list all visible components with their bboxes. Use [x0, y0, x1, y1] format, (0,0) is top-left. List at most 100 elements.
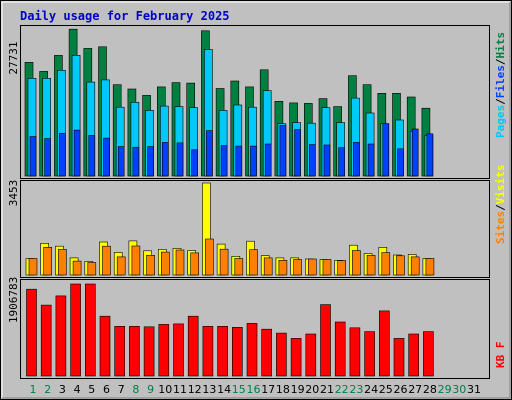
x-tick-label-31: 31 — [467, 383, 481, 396]
x-tick-label-29: 29 — [438, 383, 452, 396]
bar-sites-day-10 — [161, 251, 170, 276]
legend-hits: Hits — [494, 32, 507, 59]
bar-kbytes-day-3 — [55, 295, 67, 377]
legend-pages: Pages — [494, 105, 507, 138]
bar-pages-day-25 — [382, 123, 390, 177]
chart-title: Daily usage for February 2025 — [20, 9, 230, 23]
bar-pages-day-3 — [59, 133, 66, 177]
bar-kbytes-day-10 — [158, 324, 170, 377]
x-tick-label-6: 6 — [103, 383, 110, 396]
x-tick-label-9: 9 — [147, 383, 154, 396]
bar-kbytes-day-9 — [143, 326, 155, 377]
legend-kbytes: KB F — [494, 342, 507, 369]
x-tick-label-10: 10 — [158, 383, 172, 396]
bar-pages-day-11 — [176, 142, 184, 177]
bar-pages-day-21 — [323, 144, 331, 177]
bar-sites-day-12 — [190, 252, 199, 276]
bar-sites-day-11 — [175, 249, 185, 276]
y-max-label-visits: 3453 — [7, 180, 20, 207]
bar-sites-day-2 — [43, 247, 53, 276]
bar-sites-day-28 — [425, 258, 435, 276]
bar-kbytes-day-20 — [305, 333, 317, 377]
bar-pages-day-1 — [29, 136, 37, 177]
bar-sites-day-9 — [146, 255, 155, 276]
bar-kbytes-day-11 — [173, 323, 184, 377]
bar-kbytes-day-25 — [378, 310, 390, 377]
x-tick-label-11: 11 — [173, 383, 187, 396]
bar-kbytes-day-24 — [364, 331, 375, 377]
bar-pages-day-8 — [132, 146, 140, 177]
bar-pages-day-9 — [147, 146, 154, 177]
bar-kbytes-day-2 — [40, 304, 52, 377]
bar-pages-day-6 — [103, 137, 110, 177]
bar-pages-day-16 — [250, 145, 257, 177]
bar-sites-day-25 — [381, 252, 391, 276]
bars-layer — [24, 28, 435, 377]
bar-pages-day-10 — [162, 142, 169, 177]
bar-kbytes-day-23 — [349, 327, 361, 377]
bar-kbytes-day-13 — [202, 325, 214, 377]
x-tick-label-5: 5 — [88, 383, 95, 396]
bar-sites-day-26 — [396, 255, 405, 276]
bar-sites-day-3 — [58, 249, 67, 276]
x-tick-label-1: 1 — [30, 383, 37, 396]
legend-hits-files-pages: Pages/Files/Hits — [494, 32, 507, 138]
bar-kbytes-day-28 — [423, 331, 434, 377]
x-tick-label-26: 26 — [394, 383, 408, 396]
bar-kbytes-day-12 — [187, 315, 199, 377]
bar-pages-day-18 — [279, 125, 287, 177]
y-max-label-kbytes: 1906783 — [7, 277, 20, 323]
bar-kbytes-day-18 — [276, 332, 287, 377]
bar-kbytes-day-17 — [261, 328, 273, 377]
bar-pages-day-19 — [294, 129, 301, 177]
x-tick-label-17: 17 — [261, 383, 275, 396]
bar-kbytes-day-26 — [393, 338, 405, 377]
bar-pages-day-22 — [338, 147, 346, 177]
bar-sites-day-1 — [28, 258, 38, 276]
bar-pages-day-4 — [73, 129, 81, 177]
bar-pages-day-27 — [411, 128, 419, 177]
bar-sites-day-23 — [352, 250, 361, 276]
bar-kbytes-day-27 — [408, 333, 420, 377]
x-tick-label-16: 16 — [247, 383, 261, 396]
bar-pages-day-28 — [426, 133, 434, 177]
x-tick-label-23: 23 — [349, 383, 363, 396]
bar-pages-day-23 — [353, 142, 360, 177]
bar-kbytes-day-22 — [334, 321, 346, 377]
bar-kbytes-day-15 — [232, 326, 243, 377]
bar-sites-day-7 — [116, 256, 126, 276]
bar-kbytes-day-21 — [320, 304, 331, 377]
bar-sites-day-5 — [87, 262, 97, 276]
x-tick-label-7: 7 — [118, 383, 125, 396]
bar-kbytes-day-19 — [290, 338, 302, 377]
bar-kbytes-day-7 — [114, 325, 125, 377]
y-max-label-hits: 27731 — [7, 41, 20, 74]
x-tick-label-15: 15 — [232, 383, 246, 396]
bar-sites-day-8 — [131, 245, 141, 276]
x-tick-label-8: 8 — [132, 383, 139, 396]
bar-pages-day-14 — [220, 145, 228, 177]
bar-sites-day-17 — [263, 257, 273, 276]
x-tick-label-24: 24 — [364, 383, 378, 396]
x-tick-label-28: 28 — [423, 383, 437, 396]
bar-pages-day-13 — [206, 130, 213, 177]
bar-kbytes-day-16 — [246, 323, 258, 377]
x-tick-label-4: 4 — [74, 383, 81, 396]
bar-sites-day-4 — [72, 260, 82, 276]
bar-sites-day-6 — [102, 245, 111, 276]
bar-sites-day-20 — [307, 258, 317, 276]
x-tick-label-27: 27 — [408, 383, 422, 396]
bar-sites-day-24 — [366, 255, 376, 276]
bar-sites-day-19 — [293, 259, 302, 276]
x-tick-label-30: 30 — [452, 383, 466, 396]
bar-kbytes-day-8 — [129, 325, 140, 377]
x-tick-label-21: 21 — [320, 383, 334, 396]
bar-sites-day-14 — [219, 248, 229, 276]
bar-kbytes-day-14 — [217, 325, 228, 377]
legend-visits-sites: Sites/Visits — [494, 165, 507, 245]
legend-files: Files — [494, 65, 507, 98]
bar-kbytes-day-5 — [85, 283, 96, 377]
